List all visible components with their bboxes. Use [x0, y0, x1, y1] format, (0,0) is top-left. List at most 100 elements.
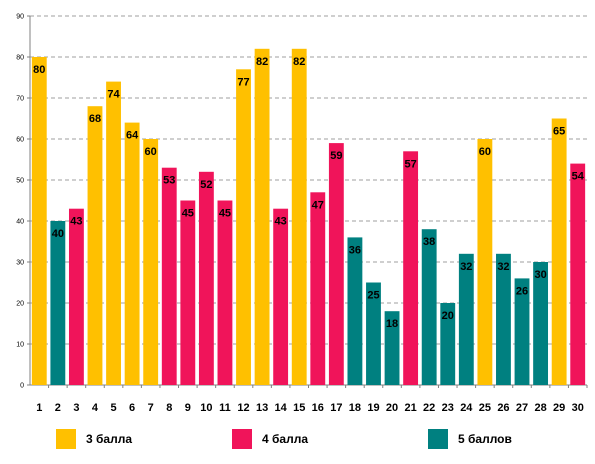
bar [310, 192, 326, 385]
bar [347, 237, 363, 385]
y-tick-label: 40 [16, 219, 24, 226]
legend-item-3-balla: 3 балла [56, 428, 132, 450]
data-label: 30 [534, 269, 546, 281]
data-label: 45 [219, 208, 231, 220]
legend-label-5-ballov: 5 баллов [458, 432, 512, 446]
data-label: 18 [386, 318, 398, 330]
y-tick-label: 20 [16, 301, 24, 308]
bar [143, 139, 159, 385]
data-label: 25 [367, 290, 379, 302]
x-tick-label: 7 [148, 402, 154, 414]
bar [217, 200, 233, 385]
y-tick-label: 0 [20, 383, 24, 390]
bar [328, 143, 344, 385]
data-label: 60 [479, 146, 491, 158]
legend-item-5-ballov: 5 баллов [428, 428, 512, 450]
bar [50, 221, 66, 385]
data-label: 36 [349, 244, 361, 256]
x-tick-label: 11 [219, 402, 231, 414]
legend-label-4-balla: 4 балла [262, 432, 309, 446]
data-label: 40 [52, 228, 64, 240]
y-tick-label: 50 [16, 178, 24, 185]
data-label: 52 [200, 179, 212, 191]
bar [87, 106, 103, 385]
x-tick-label: 15 [293, 402, 305, 414]
data-label: 54 [572, 171, 585, 183]
data-label: 57 [404, 158, 416, 170]
x-tick-label: 27 [516, 402, 528, 414]
bar [124, 122, 140, 385]
x-tick-label: 28 [534, 402, 546, 414]
data-label: 77 [237, 76, 249, 88]
data-label: 43 [275, 216, 287, 228]
x-tick-label: 22 [423, 402, 435, 414]
bar [533, 262, 549, 385]
x-tick-label: 2 [55, 402, 61, 414]
data-label: 74 [107, 89, 120, 101]
y-tick-label: 10 [16, 342, 24, 349]
bar [198, 171, 214, 385]
data-label: 68 [89, 113, 101, 125]
bar [68, 208, 84, 385]
y-tick-label: 90 [16, 14, 24, 21]
x-tick-label: 14 [275, 402, 288, 414]
legend-item-4-balla: 4 балла [232, 428, 308, 450]
data-label: 26 [516, 285, 528, 297]
x-tick-label: 8 [166, 402, 172, 414]
data-label: 43 [70, 216, 82, 228]
bar [236, 69, 251, 386]
x-tick-label: 4 [92, 402, 99, 414]
x-tick-label: 1 [36, 402, 42, 414]
bar [514, 278, 530, 385]
bar [31, 57, 47, 385]
bar [570, 163, 586, 385]
x-tick-label: 23 [442, 402, 454, 414]
bar [384, 311, 400, 385]
data-label: 32 [497, 261, 509, 273]
x-tick-label: 25 [479, 402, 491, 414]
data-label: 59 [330, 150, 342, 162]
data-label: 65 [553, 126, 565, 138]
legend-label-3-balla: 3 балла [86, 432, 133, 446]
x-tick-label: 29 [553, 402, 565, 414]
data-label: 53 [163, 175, 175, 187]
bar [477, 139, 493, 385]
legend-swatch-5-ballov [428, 429, 448, 449]
bar [440, 303, 456, 385]
bar [254, 48, 270, 386]
bar [458, 253, 474, 385]
bar [291, 48, 307, 386]
data-label: 64 [126, 130, 139, 142]
data-label: 80 [33, 64, 45, 76]
x-tick-label: 5 [110, 402, 116, 414]
y-tick-label: 60 [16, 137, 24, 144]
bar [403, 151, 419, 385]
x-tick-label: 6 [129, 402, 135, 414]
data-label: 82 [256, 56, 268, 68]
bar-chart: 0102030405060708090801402433684745646607… [16, 14, 588, 414]
x-tick-label: 12 [237, 402, 249, 414]
x-tick-label: 26 [497, 402, 509, 414]
x-tick-label: 10 [200, 402, 212, 414]
y-tick-label: 70 [16, 96, 24, 103]
x-tick-label: 20 [386, 402, 398, 414]
data-label: 60 [145, 146, 157, 158]
x-tick-label: 9 [185, 402, 191, 414]
bar [180, 200, 196, 385]
data-label: 82 [293, 56, 305, 68]
x-tick-label: 16 [312, 402, 324, 414]
bar [366, 282, 381, 385]
x-tick-label: 30 [572, 402, 584, 414]
bar [161, 167, 177, 385]
bar [496, 253, 511, 385]
data-label: 38 [423, 236, 435, 248]
y-tick-label: 80 [16, 55, 24, 62]
data-label: 47 [312, 199, 324, 211]
x-tick-label: 24 [460, 402, 473, 414]
bar [421, 229, 437, 385]
data-label: 45 [182, 208, 194, 220]
y-tick-label: 30 [16, 260, 24, 267]
bar [106, 81, 121, 385]
bar [273, 208, 289, 385]
x-tick-label: 3 [73, 402, 79, 414]
